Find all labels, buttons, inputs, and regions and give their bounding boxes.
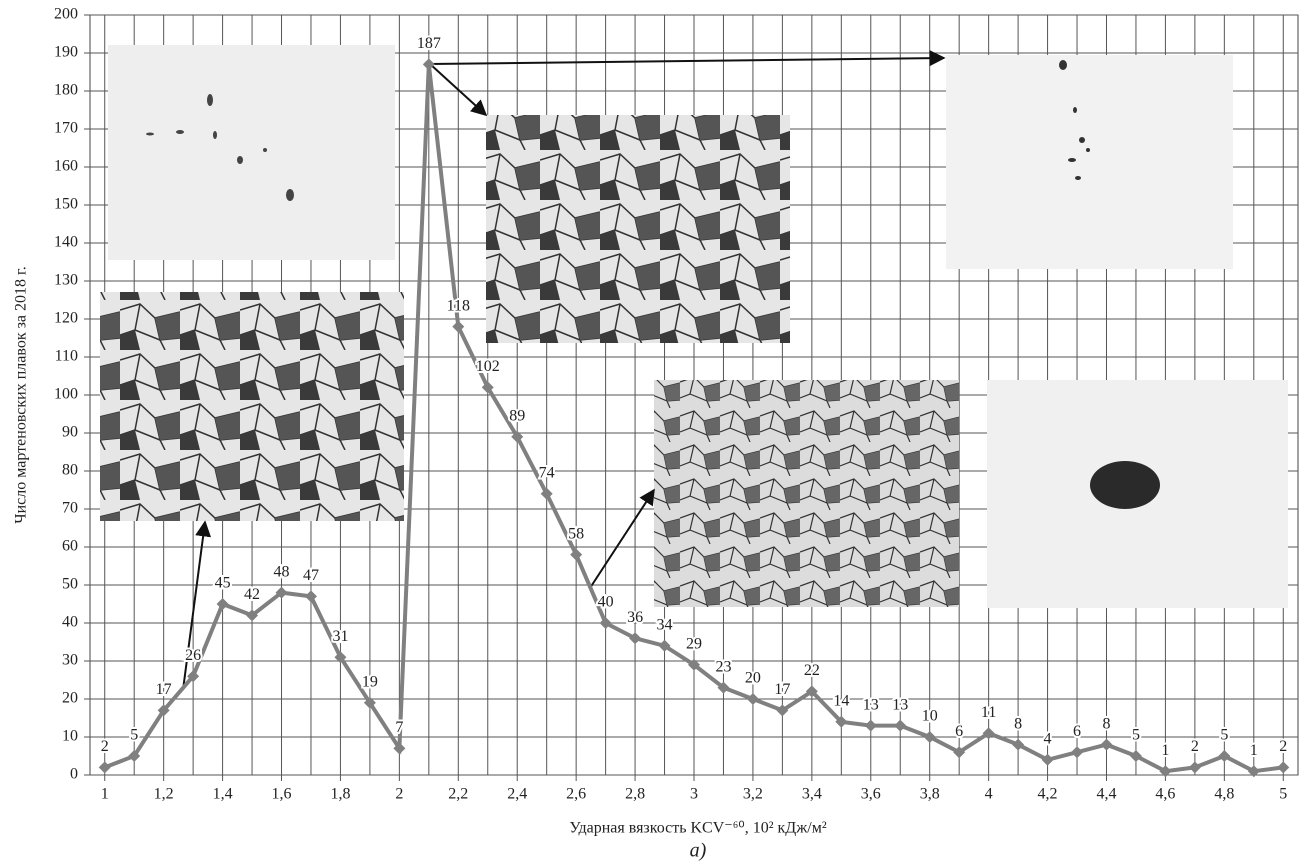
- data-label: 42: [244, 586, 260, 603]
- data-label: 26: [185, 647, 201, 664]
- y-tick-label: 130: [54, 272, 78, 289]
- caption: а): [690, 840, 707, 862]
- x-tick-label: 3,8: [920, 786, 940, 803]
- data-label: 48: [274, 563, 290, 580]
- photo: [108, 45, 395, 260]
- y-tick-label: 10: [62, 728, 78, 745]
- data-label: 36: [627, 609, 643, 626]
- data-label: 8: [1102, 715, 1110, 732]
- x-tick-label: 2,2: [448, 786, 468, 803]
- data-label: 102: [476, 358, 500, 375]
- data-label: 2: [1191, 738, 1199, 755]
- data-label: 47: [303, 567, 319, 584]
- photo: [486, 115, 790, 343]
- x-tick-label: 3,4: [802, 786, 822, 803]
- x-tick-label: 4,2: [1038, 786, 1058, 803]
- x-tick-label: 5: [1279, 786, 1287, 803]
- data-label: 2: [101, 738, 109, 755]
- y-axis-label: Число мартеновских плавок за 2018 г.: [13, 266, 30, 524]
- data-label: 5: [1220, 727, 1228, 744]
- data-label: 13: [892, 696, 908, 713]
- data-label: 31: [332, 628, 348, 645]
- data-label: 1: [1161, 742, 1169, 759]
- y-tick-label: 60: [62, 538, 78, 555]
- data-label: 13: [863, 696, 879, 713]
- inclusion: [1090, 461, 1160, 509]
- y-tick-label: 30: [62, 652, 78, 669]
- data-label: 23: [715, 658, 731, 675]
- photo: [100, 292, 404, 521]
- y-tick-label: 200: [54, 6, 78, 23]
- y-tick-label: 170: [54, 120, 78, 137]
- x-tick-label: 1: [101, 786, 109, 803]
- x-tick-label: 1,6: [272, 786, 292, 803]
- data-label: 5: [1132, 727, 1140, 744]
- photo: [654, 380, 959, 607]
- chart: 0102030405060708090100110120130140150160…: [0, 0, 1306, 866]
- data-label: 58: [568, 525, 584, 542]
- y-tick-label: 50: [62, 576, 78, 593]
- x-tick-label: 1,2: [154, 786, 174, 803]
- x-tick-label: 3,6: [861, 786, 881, 803]
- data-label: 22: [804, 662, 820, 679]
- data-label: 40: [598, 594, 614, 611]
- y-tick-label: 140: [54, 234, 78, 251]
- x-tick-label: 2,8: [625, 786, 645, 803]
- y-tick-label: 70: [62, 500, 78, 517]
- x-tick-label: 3,2: [743, 786, 763, 803]
- data-label: 45: [215, 575, 231, 592]
- data-label: 5: [130, 727, 138, 744]
- data-label: 4: [1044, 730, 1052, 747]
- y-tick-label: 100: [54, 386, 78, 403]
- x-tick-label: 1,4: [213, 786, 233, 803]
- x-tick-label: 3: [690, 786, 698, 803]
- data-label: 1: [1250, 742, 1258, 759]
- y-tick-label: 150: [54, 196, 78, 213]
- data-label: 14: [833, 692, 849, 709]
- data-label: 6: [1073, 723, 1081, 740]
- x-tick-label: 1,8: [330, 786, 350, 803]
- data-label: 34: [657, 616, 673, 633]
- y-tick-label: 80: [62, 462, 78, 479]
- y-tick-label: 120: [54, 310, 78, 327]
- data-label: 187: [417, 35, 441, 52]
- x-tick-label: 4,8: [1214, 786, 1234, 803]
- data-label: 6: [955, 723, 963, 740]
- data-label: 17: [156, 681, 172, 698]
- x-tick-label: 2,6: [566, 786, 586, 803]
- x-tick-label: 4,6: [1155, 786, 1175, 803]
- data-label: 7: [395, 719, 403, 736]
- photo: [946, 55, 1233, 269]
- data-label: 11: [981, 704, 996, 721]
- y-tick-label: 0: [70, 766, 78, 783]
- y-tick-label: 20: [62, 690, 78, 707]
- x-tick-label: 4: [985, 786, 993, 803]
- data-label: 19: [362, 673, 378, 690]
- y-tick-label: 110: [55, 348, 78, 365]
- y-tick-label: 190: [54, 44, 78, 61]
- y-tick-label: 90: [62, 424, 78, 441]
- data-label: 29: [686, 635, 702, 652]
- data-label: 8: [1014, 715, 1022, 732]
- x-tick-label: 2: [395, 786, 403, 803]
- x-tick-label: 2,4: [507, 786, 527, 803]
- data-label: 17: [774, 681, 790, 698]
- x-tick-label: 4,4: [1096, 786, 1116, 803]
- y-tick-label: 40: [62, 614, 78, 631]
- data-label: 89: [509, 407, 525, 424]
- data-label: 2: [1279, 738, 1287, 755]
- data-label: 20: [745, 670, 761, 687]
- page: 0102030405060708090100110120130140150160…: [0, 0, 1306, 866]
- data-label: 74: [539, 464, 555, 481]
- y-tick-label: 180: [54, 82, 78, 99]
- y-tick-label: 160: [54, 158, 78, 175]
- x-axis-label: Ударная вязкость KCV⁻⁶⁰, 10² кДж/м²: [569, 820, 826, 837]
- data-label: 10: [922, 708, 938, 725]
- data-label: 118: [447, 297, 470, 314]
